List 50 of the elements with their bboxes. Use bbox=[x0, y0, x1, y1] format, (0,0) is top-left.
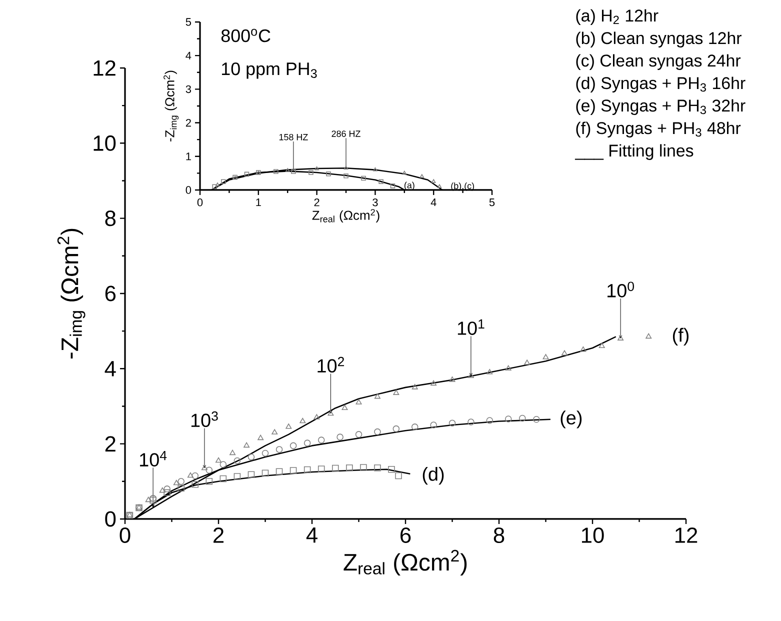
y-tick-label: 0 bbox=[186, 186, 192, 194]
y-tick-label: 12 bbox=[94, 60, 116, 76]
x-tick-label: 10 bbox=[582, 527, 604, 544]
annotation: 10 ppm PH$_{3}$ bbox=[222, 62, 317, 79]
x-tick-label: 2 bbox=[314, 198, 320, 206]
x-tick-label: 8 bbox=[494, 527, 504, 544]
y-tick-label: 4 bbox=[186, 52, 192, 60]
y-axis-title: -Z$_{img}$ (Ωcm$^{2}$) bbox=[57, 228, 86, 358]
text: (b) Clean syngas 12hr bbox=[576, 32, 742, 48]
x-tick-label: 4 bbox=[430, 198, 436, 206]
x-tick-label: 5 bbox=[489, 198, 495, 206]
y-tick-label: 0 bbox=[105, 511, 116, 527]
x-tick-label: 3 bbox=[372, 198, 378, 206]
annotation: (e) Syngas + PH$_{3}$ 32hr bbox=[576, 99, 746, 115]
annotation: 158 HZ bbox=[279, 134, 308, 140]
x-tick-label: 12 bbox=[675, 527, 698, 543]
y-tick-label: 10 bbox=[94, 135, 116, 151]
y-axis-title: -Z$_{img}$ (Ωcm$^{2}$) bbox=[164, 70, 179, 142]
series-label: (f) bbox=[672, 328, 688, 346]
x-tick-label: 0 bbox=[197, 198, 203, 206]
x-tick-label: 2 bbox=[214, 527, 224, 543]
annotation: 10$^{2}$ bbox=[318, 356, 344, 373]
annotation: 286 HZ bbox=[332, 130, 360, 137]
series-label: (e) bbox=[560, 410, 582, 428]
y-tick-label: 4 bbox=[104, 361, 116, 376]
annotation: 800$^{o}$C bbox=[221, 28, 270, 42]
annotation: 10$^{0}$ bbox=[608, 282, 634, 298]
y-tick-label: 8 bbox=[105, 210, 116, 226]
annotation: 10$^{3}$ bbox=[191, 411, 218, 428]
x-tick-label: 6 bbox=[400, 527, 411, 544]
x-tick-label: 1 bbox=[256, 198, 261, 206]
annotation: 10$^{4}$ bbox=[140, 450, 167, 467]
x-tick-label: 4 bbox=[306, 528, 318, 543]
x-axis-title: Z$_{real}$ (Ωcm$^{2}$) bbox=[344, 550, 467, 576]
annotation: ___ Fitting lines bbox=[574, 144, 694, 160]
annotation: (d) Syngas + PH$_{3}$ 16hr bbox=[576, 76, 746, 92]
y-tick-label: 6 bbox=[105, 286, 116, 302]
y-tick-label: 1 bbox=[186, 152, 191, 160]
annotation: (f) Syngas + PH$_{3}$ 48hr bbox=[576, 122, 741, 138]
y-tick-label: 2 bbox=[186, 118, 191, 127]
x-tick-label: 0 bbox=[120, 527, 130, 544]
y-tick-label: 3 bbox=[186, 85, 192, 94]
annotation: 10$^{1}$ bbox=[458, 319, 484, 335]
series-label: (d) bbox=[422, 466, 444, 485]
series-label: (a) bbox=[404, 182, 414, 190]
x-axis-title: Z$_{real}$ (Ωcm$^{2}$) bbox=[312, 209, 380, 222]
y-tick-label: 5 bbox=[186, 18, 192, 26]
annotation: (c) Clean syngas 24hr bbox=[576, 54, 741, 70]
text: (a) H$_{2}$ 12hr bbox=[576, 9, 658, 25]
y-tick-label: 2 bbox=[105, 436, 116, 452]
